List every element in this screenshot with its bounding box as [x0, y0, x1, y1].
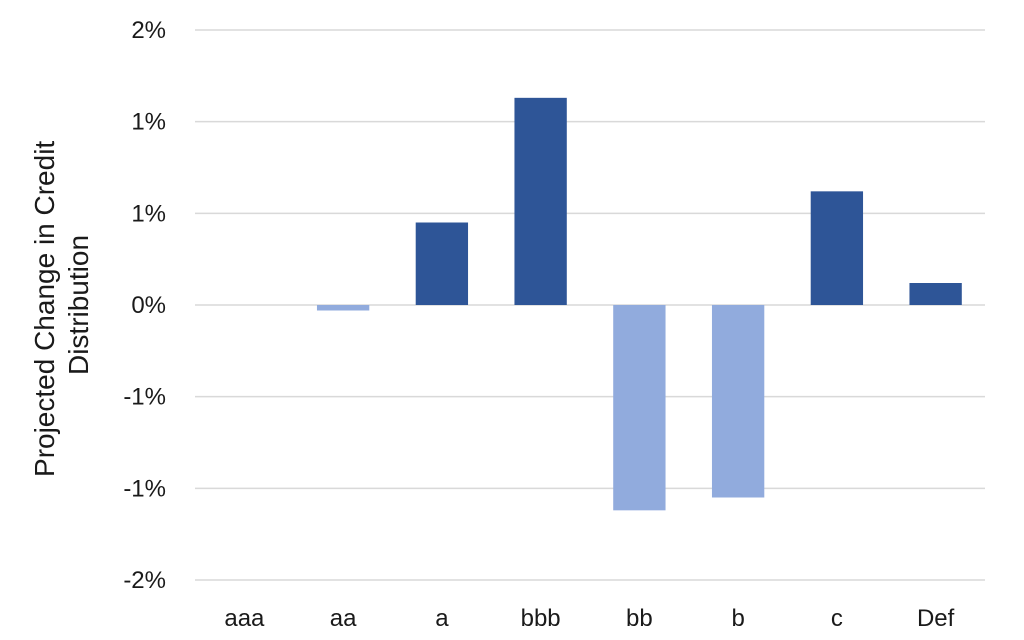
y-tick-label: -1% — [123, 384, 166, 411]
y-tick-label: 1% — [131, 200, 166, 227]
y-tick-label: 0% — [131, 292, 166, 319]
x-axis-tick-labels: aaa aa a bbb bb b c Def — [224, 605, 954, 632]
x-tick-label: bbb — [521, 605, 561, 632]
bar-a — [415, 222, 469, 305]
bar-bb — [613, 305, 666, 511]
bar-bbb — [514, 97, 567, 305]
y-tick-label: -2% — [123, 567, 166, 594]
x-tick-label: Def — [917, 605, 955, 632]
y-axis-title-line-2: Distribution — [63, 235, 94, 375]
bar-b — [711, 305, 765, 498]
y-tick-label: -1% — [123, 475, 166, 502]
bar-def — [909, 283, 962, 305]
y-tick-label: 2% — [131, 17, 166, 44]
bars — [316, 97, 962, 511]
y-axis-title: Projected Change in Credit Distribution — [29, 133, 94, 477]
bar-c — [810, 191, 864, 305]
y-tick-label: 1% — [131, 109, 166, 136]
y-axis-tick-labels: -2% -1% -1% 0% 1% 1% 2% — [123, 17, 166, 594]
x-tick-label: aaa — [224, 605, 265, 632]
gridlines — [195, 29, 985, 581]
bar-aa — [316, 305, 370, 311]
y-axis-title-line-1: Projected Change in Credit — [29, 141, 60, 477]
x-tick-label: aa — [330, 605, 357, 632]
x-tick-label: c — [831, 605, 843, 632]
x-tick-label: a — [435, 605, 449, 632]
x-tick-label: b — [731, 605, 744, 632]
x-tick-label: bb — [626, 605, 653, 632]
